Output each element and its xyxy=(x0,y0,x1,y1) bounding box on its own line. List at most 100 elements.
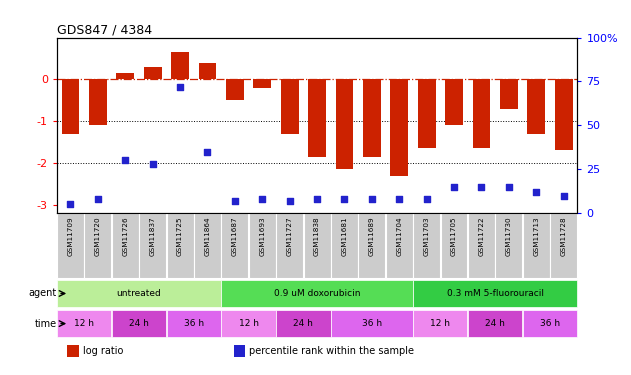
Bar xyxy=(62,80,80,134)
Bar xyxy=(276,213,303,278)
Text: GSM11837: GSM11837 xyxy=(150,216,156,256)
Text: 24 h: 24 h xyxy=(129,319,149,328)
Text: 36 h: 36 h xyxy=(184,319,204,328)
Point xyxy=(230,198,240,204)
Bar xyxy=(468,310,522,338)
Bar xyxy=(249,213,276,278)
Bar xyxy=(555,80,572,150)
Text: GSM11838: GSM11838 xyxy=(314,216,320,256)
Point xyxy=(476,184,487,190)
Point xyxy=(66,201,76,207)
Bar xyxy=(391,80,408,176)
Text: GSM11726: GSM11726 xyxy=(122,216,128,256)
Bar xyxy=(85,213,111,278)
Text: time: time xyxy=(35,319,57,328)
Bar xyxy=(112,213,139,278)
Bar xyxy=(112,310,166,338)
Text: GSM11705: GSM11705 xyxy=(451,216,457,256)
Bar xyxy=(528,80,545,134)
Point xyxy=(203,148,213,154)
Text: untreated: untreated xyxy=(117,289,162,298)
Bar xyxy=(440,213,468,278)
Point xyxy=(531,189,541,195)
Text: GSM11864: GSM11864 xyxy=(204,216,211,256)
Text: log ratio: log ratio xyxy=(83,346,123,356)
Text: GSM11687: GSM11687 xyxy=(232,216,238,256)
Text: GSM11704: GSM11704 xyxy=(396,216,403,256)
Bar xyxy=(167,310,221,338)
Point xyxy=(339,196,350,202)
Text: 24 h: 24 h xyxy=(485,319,505,328)
Point xyxy=(285,198,295,204)
Bar xyxy=(331,310,413,338)
Text: GSM11689: GSM11689 xyxy=(369,216,375,256)
Text: 0.3 mM 5-fluorouracil: 0.3 mM 5-fluorouracil xyxy=(447,289,544,298)
Bar xyxy=(331,213,358,278)
Text: GSM11693: GSM11693 xyxy=(259,216,265,256)
Text: GSM11681: GSM11681 xyxy=(341,216,348,256)
Bar xyxy=(523,310,577,338)
Bar xyxy=(413,280,577,308)
Point xyxy=(93,196,103,202)
Bar xyxy=(221,280,413,308)
Point xyxy=(558,193,569,199)
Bar xyxy=(468,213,495,278)
Text: GSM11730: GSM11730 xyxy=(506,216,512,256)
Bar xyxy=(523,213,550,278)
Point xyxy=(449,184,459,190)
Bar xyxy=(144,67,162,80)
Point xyxy=(257,196,268,202)
Text: 36 h: 36 h xyxy=(362,319,382,328)
Bar xyxy=(304,213,331,278)
Bar xyxy=(254,80,271,88)
Bar xyxy=(413,213,440,278)
Text: 36 h: 36 h xyxy=(540,319,560,328)
Bar xyxy=(358,213,386,278)
Bar xyxy=(473,80,490,148)
Bar xyxy=(57,310,111,338)
Text: GSM11727: GSM11727 xyxy=(286,216,293,256)
Bar xyxy=(336,80,353,169)
Bar xyxy=(550,213,577,278)
Bar xyxy=(363,80,380,157)
Bar xyxy=(386,213,413,278)
Bar xyxy=(445,80,463,125)
Text: 0.9 uM doxorubicin: 0.9 uM doxorubicin xyxy=(274,289,360,298)
Bar xyxy=(194,213,221,278)
Bar xyxy=(221,310,276,338)
Point xyxy=(394,196,404,202)
Bar xyxy=(167,213,194,278)
Text: 12 h: 12 h xyxy=(74,319,94,328)
Bar xyxy=(221,213,249,278)
Bar xyxy=(418,80,435,148)
Bar xyxy=(171,52,189,80)
Text: GDS847 / 4384: GDS847 / 4384 xyxy=(57,23,152,36)
Text: GSM11713: GSM11713 xyxy=(533,216,540,256)
Text: percentile rank within the sample: percentile rank within the sample xyxy=(249,346,415,356)
Point xyxy=(148,161,158,167)
Text: 12 h: 12 h xyxy=(239,319,259,328)
Bar xyxy=(308,80,326,157)
Bar xyxy=(57,280,221,308)
Point xyxy=(367,196,377,202)
Bar xyxy=(500,80,518,109)
Text: GSM11722: GSM11722 xyxy=(478,216,485,256)
Text: GSM11703: GSM11703 xyxy=(423,216,430,256)
Point xyxy=(312,196,322,202)
Bar xyxy=(89,80,107,125)
Text: GSM11709: GSM11709 xyxy=(68,216,73,256)
Bar xyxy=(199,63,216,80)
Bar xyxy=(281,80,298,134)
Point xyxy=(121,158,131,164)
Bar xyxy=(139,213,166,278)
Bar xyxy=(234,345,245,357)
Bar xyxy=(226,80,244,100)
Point xyxy=(175,84,185,90)
Bar xyxy=(495,213,522,278)
Text: GSM11725: GSM11725 xyxy=(177,216,183,256)
Point xyxy=(504,184,514,190)
Bar xyxy=(57,213,84,278)
Text: 24 h: 24 h xyxy=(293,319,314,328)
Text: agent: agent xyxy=(28,288,57,298)
Text: GSM11720: GSM11720 xyxy=(95,216,101,256)
